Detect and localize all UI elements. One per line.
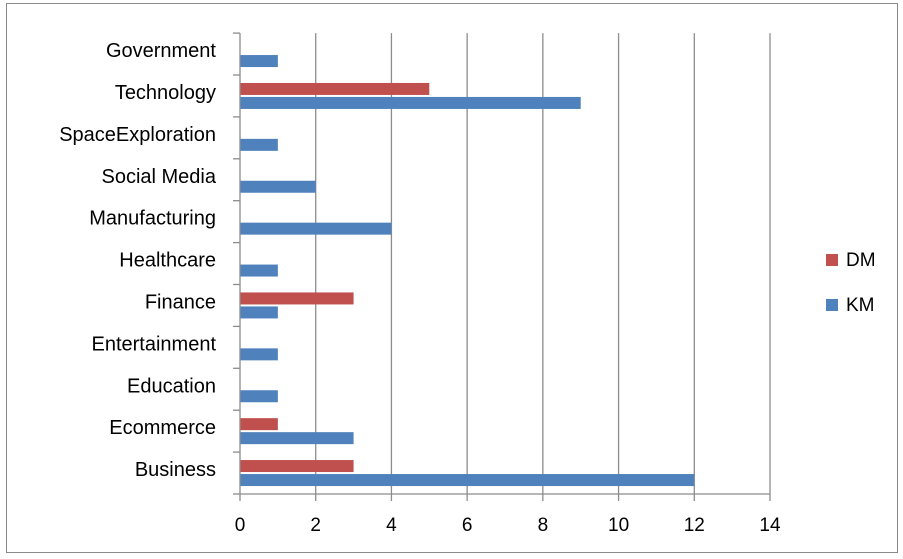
category-label: Ecommerce — [109, 417, 216, 439]
bars — [240, 55, 695, 487]
bar-km — [240, 180, 316, 193]
x-tick-label: 2 — [310, 515, 321, 536]
bar-km — [240, 306, 278, 319]
bar-km — [240, 222, 392, 235]
category-label: Education — [127, 375, 216, 397]
x-tick-label: 14 — [759, 515, 781, 536]
bar-dm — [240, 82, 430, 95]
bar-dm — [240, 292, 354, 305]
bar-km — [240, 474, 695, 487]
bar-km — [240, 432, 354, 445]
category-label: Healthcare — [119, 250, 216, 272]
category-label: Finance — [145, 291, 216, 313]
bar-km — [240, 138, 278, 151]
legend: DM KM — [826, 250, 876, 316]
chart-frame — [6, 3, 898, 553]
legend-swatch-dm — [826, 254, 838, 266]
x-tick-label: 0 — [235, 515, 246, 536]
category-label: Entertainment — [91, 333, 216, 355]
bar-km — [240, 55, 278, 68]
legend-label: KM — [846, 295, 875, 316]
bar-dm — [240, 418, 278, 431]
category-label: Government — [106, 40, 216, 62]
gridlines — [315, 33, 771, 494]
category-label: Social Media — [101, 166, 216, 188]
category-label: Manufacturing — [89, 208, 216, 230]
category-label: Business — [135, 459, 216, 481]
bar-km — [240, 264, 278, 277]
x-tick-label: 8 — [538, 515, 549, 536]
bar-km — [240, 96, 581, 109]
legend-label: DM — [846, 250, 876, 271]
category-labels: Business Ecommerce Education Entertainment F… — [59, 40, 217, 481]
axes — [233, 32, 771, 501]
bar-km — [240, 390, 278, 403]
category-label: Technology — [115, 82, 216, 104]
x-tick-label: 6 — [462, 515, 473, 536]
x-tick-label: 10 — [608, 515, 629, 536]
legend-swatch-km — [826, 299, 838, 311]
bar-km — [240, 348, 278, 361]
bar-dm — [240, 460, 354, 473]
x-tick-label: 4 — [386, 515, 397, 536]
category-label: SpaceExploration — [59, 124, 216, 146]
x-tick-label: 12 — [684, 515, 705, 536]
tick-labels: 0 2 4 6 8 10 12 14 — [235, 515, 781, 536]
